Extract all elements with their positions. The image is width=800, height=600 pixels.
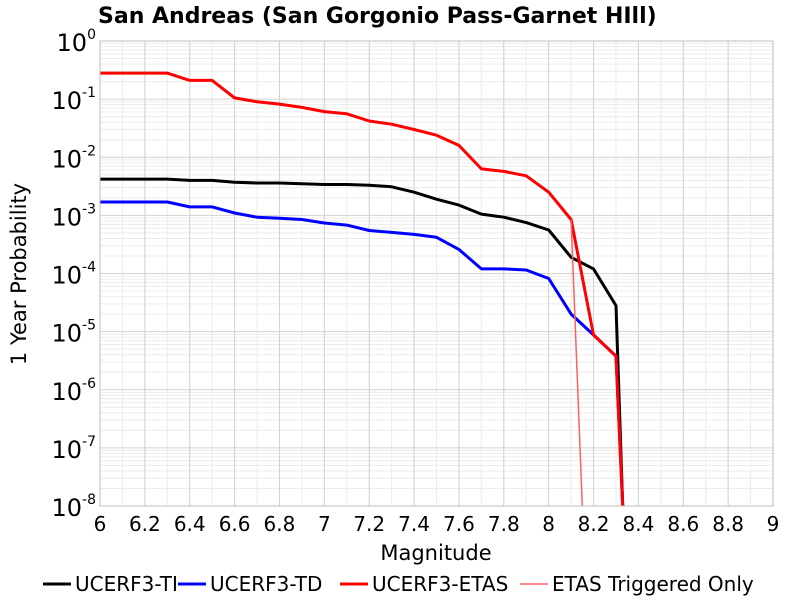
x-tick-label: 6 <box>94 512 107 536</box>
x-tick-label: 6.6 <box>219 512 251 536</box>
legend-label: UCERF3-TD <box>210 572 322 596</box>
x-tick-label: 7.2 <box>353 512 385 536</box>
plot-border <box>99 40 774 507</box>
y-tick-label: 100 <box>57 27 96 57</box>
legend: UCERF3-TI UCERF3-TD UCERF3-ETAS ETAS Trigge… <box>43 572 754 596</box>
chart-title: San Andreas (San Gorgonio Pass-Garnet HI… <box>98 4 657 29</box>
y-tick-label: 10-7 <box>51 434 96 464</box>
x-tick-label: 9 <box>767 512 780 536</box>
y-tick-label: 10-2 <box>51 143 96 173</box>
x-tick-label: 6.8 <box>264 512 296 536</box>
x-tick-label: 8 <box>542 512 555 536</box>
legend-item: UCERF3-TI <box>43 572 178 596</box>
legend-item: UCERF3-TD <box>178 572 322 596</box>
y-tick-label: 10-1 <box>51 85 96 115</box>
x-tick-label: 7 <box>318 512 331 536</box>
x-tick-label: 8.2 <box>578 512 610 536</box>
x-tick-label: 6.2 <box>129 512 161 536</box>
series-line-ucerf3-ti <box>100 177 625 507</box>
series-line-ucerf3-td <box>100 200 625 507</box>
y-tick-labels: 100 10-1 10-2 10-3 10-4 10-5 10-6 10-7 10-8 <box>51 27 96 522</box>
series-line-etas-triggered-only <box>570 219 584 507</box>
x-tick-label: 6.4 <box>174 512 206 536</box>
series-line-ucerf3-etas <box>100 71 625 507</box>
y-tick-label: 10-6 <box>51 376 96 406</box>
x-tick-label: 8.4 <box>622 512 654 536</box>
y-tick-label: 10-4 <box>51 260 96 290</box>
legend-label: UCERF3-TI <box>75 572 178 596</box>
legend-label: ETAS Triggered Only <box>552 572 754 596</box>
y-axis-label: 1 Year Probability <box>7 183 31 365</box>
legend-item: UCERF3-ETAS <box>340 572 508 596</box>
series-layer <box>100 71 625 507</box>
x-tick-label: 7.8 <box>488 512 520 536</box>
plot-frame <box>99 40 774 507</box>
legend-label: UCERF3-ETAS <box>372 572 508 596</box>
x-tick-label: 8.8 <box>712 512 744 536</box>
x-tick-labels: 6 6.2 6.4 6.6 6.8 7 7.2 7.4 7.6 7.8 8 8.2 8.4 8.6 8.8 9 <box>94 512 780 536</box>
x-axis-label: Magnitude <box>380 541 491 565</box>
y-tick-label: 10-5 <box>51 318 96 348</box>
legend-item: ETAS Triggered Only <box>520 572 754 596</box>
x-tick-label: 8.6 <box>667 512 699 536</box>
x-tick-label: 7.6 <box>443 512 475 536</box>
x-tick-label: 7.4 <box>398 512 430 536</box>
y-tick-label: 10-8 <box>51 492 96 522</box>
y-tick-label: 10-3 <box>51 201 96 231</box>
